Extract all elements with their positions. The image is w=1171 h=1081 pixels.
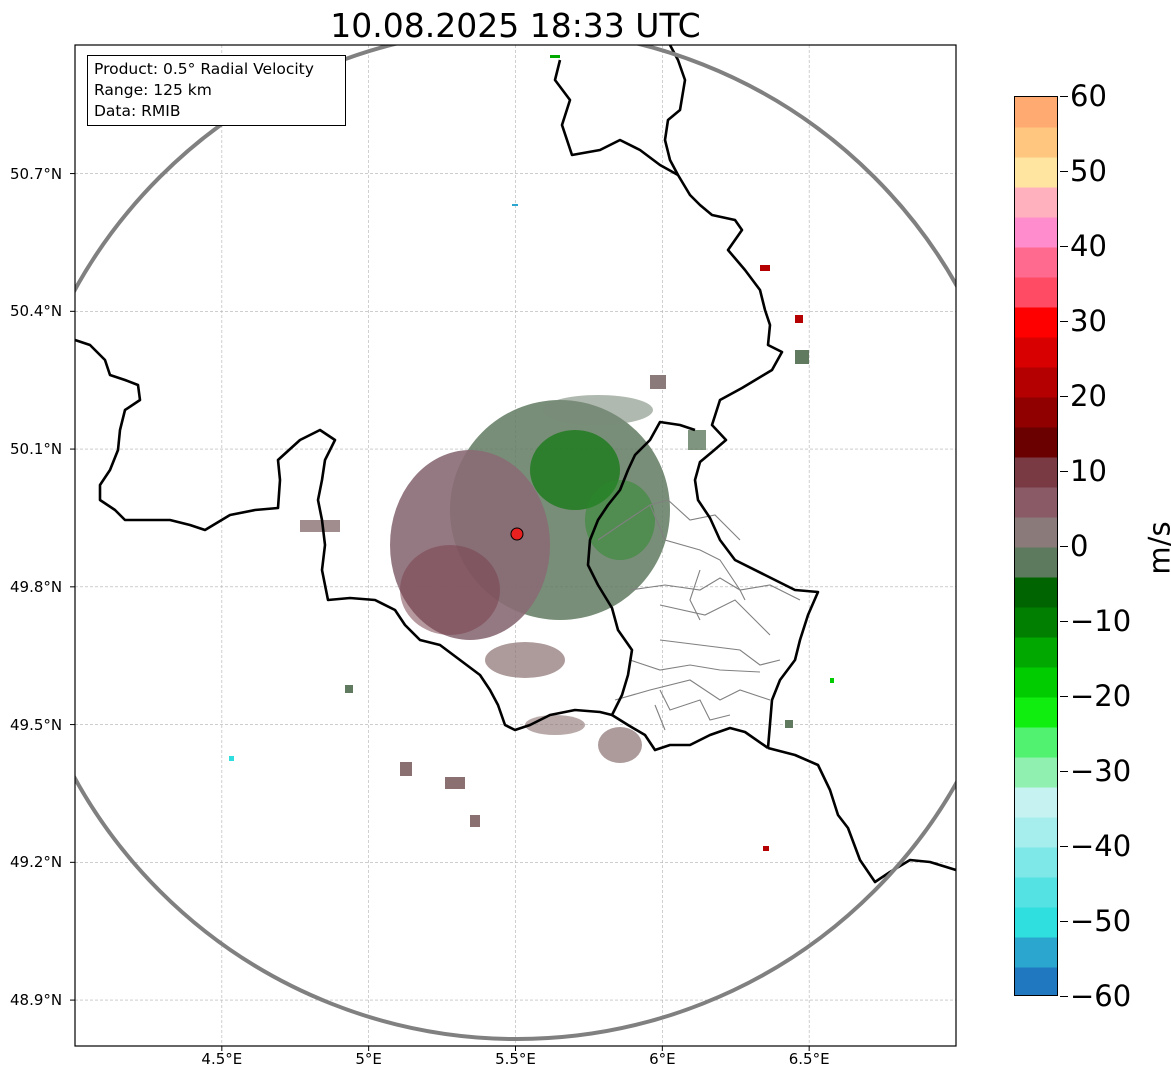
colorbar-band bbox=[1015, 877, 1057, 908]
colorbar-tick-label: −10 bbox=[1070, 604, 1132, 638]
colorbar-band bbox=[1015, 907, 1057, 938]
info-product: Product: 0.5° Radial Velocity bbox=[94, 60, 314, 78]
colorbar-band bbox=[1015, 367, 1057, 398]
lat-tick-label: 49.8°N bbox=[10, 577, 63, 596]
colorbar-tick bbox=[1060, 396, 1068, 397]
colorbar-band bbox=[1015, 637, 1057, 668]
colorbar-tick bbox=[1060, 96, 1068, 97]
colorbar-band bbox=[1015, 187, 1057, 218]
colorbar-unit: m/s bbox=[1142, 521, 1171, 575]
colorbar-band bbox=[1015, 817, 1057, 848]
lon-tick-label: 4.5°E bbox=[201, 1050, 243, 1068]
page-title: 10.08.2025 18:33 UTC bbox=[330, 6, 701, 45]
lat-tick-label: 50.1°N bbox=[10, 440, 63, 459]
colorbar-tick-label: 40 bbox=[1070, 229, 1107, 263]
colorbar-tick bbox=[1060, 996, 1068, 997]
colorbar-tick bbox=[1060, 771, 1068, 772]
colorbar-tick-label: −60 bbox=[1070, 979, 1132, 1013]
country-borders bbox=[75, 45, 956, 884]
colorbar-band bbox=[1015, 97, 1057, 128]
colorbar-tick-label: 60 bbox=[1070, 79, 1107, 113]
radar-echoes bbox=[229, 55, 834, 851]
colorbar-tick-label: −30 bbox=[1070, 754, 1132, 788]
colorbar-band bbox=[1015, 127, 1057, 158]
lon-tick-label: 5°E bbox=[355, 1050, 382, 1068]
lat-tick-label: 50.7°N bbox=[10, 164, 63, 183]
info-range: Range: 125 km bbox=[94, 81, 212, 99]
colorbar-band bbox=[1015, 667, 1057, 698]
colorbar-band bbox=[1015, 727, 1057, 758]
region-borders bbox=[597, 499, 801, 731]
colorbar-band bbox=[1015, 607, 1057, 638]
colorbar-tick-label: 20 bbox=[1070, 379, 1107, 413]
colorbar-tick bbox=[1060, 921, 1068, 922]
colorbar-band bbox=[1015, 847, 1057, 878]
colorbar-band bbox=[1015, 397, 1057, 428]
colorbar-band bbox=[1015, 517, 1057, 548]
range-ring bbox=[75, 45, 956, 1041]
colorbar-band bbox=[1015, 217, 1057, 248]
colorbar-band bbox=[1015, 157, 1057, 188]
colorbar-tick-label: 30 bbox=[1070, 304, 1107, 338]
colorbar-tick-label: −20 bbox=[1070, 679, 1132, 713]
info-source: Data: RMIB bbox=[94, 102, 181, 120]
colorbar-band bbox=[1015, 277, 1057, 308]
colorbar-tick bbox=[1060, 846, 1068, 847]
colorbar-tick-label: 0 bbox=[1070, 529, 1089, 563]
colorbar-tick bbox=[1060, 546, 1068, 547]
radar-site-marker bbox=[510, 527, 524, 541]
colorbar-band bbox=[1015, 757, 1057, 788]
lon-tick-label: 5.5°E bbox=[495, 1050, 536, 1068]
colorbar-band bbox=[1015, 487, 1057, 518]
colorbar-band bbox=[1015, 427, 1057, 458]
colorbar-band bbox=[1015, 937, 1057, 968]
colorbar-tick-label: 50 bbox=[1070, 154, 1107, 188]
lon-tick-label: 6°E bbox=[649, 1050, 676, 1068]
colorbar-band bbox=[1015, 697, 1057, 728]
colorbar-tick-label: −40 bbox=[1070, 829, 1132, 863]
colorbar-tick-label: −50 bbox=[1070, 904, 1132, 938]
colorbar-tick bbox=[1060, 471, 1068, 472]
lat-tick-label: 50.4°N bbox=[10, 302, 63, 321]
lat-tick-label: 49.5°N bbox=[10, 715, 63, 734]
lon-tick-label: 6.5°E bbox=[788, 1050, 830, 1068]
colorbar-band bbox=[1015, 337, 1057, 368]
colorbar-band bbox=[1015, 457, 1057, 488]
lat-tick-label: 48.9°N bbox=[10, 991, 63, 1010]
colorbar-tick bbox=[1060, 696, 1068, 697]
colorbar-tick bbox=[1060, 246, 1068, 247]
colorbar-band bbox=[1015, 547, 1057, 578]
colorbar-band bbox=[1015, 967, 1057, 995]
colorbar-band bbox=[1015, 307, 1057, 338]
info-box: Product: 0.5° Radial Velocity Range: 125… bbox=[87, 55, 346, 126]
colorbar-tick-label: 10 bbox=[1070, 454, 1107, 488]
colorbar-tick bbox=[1060, 321, 1068, 322]
colorbar-band bbox=[1015, 247, 1057, 278]
colorbar-band bbox=[1015, 577, 1057, 608]
colorbar-band bbox=[1015, 787, 1057, 818]
lat-tick-label: 49.2°N bbox=[10, 853, 63, 872]
colorbar-tick bbox=[1060, 621, 1068, 622]
colorbar bbox=[1014, 96, 1058, 996]
colorbar-tick bbox=[1060, 171, 1068, 172]
axis-ticks bbox=[70, 173, 810, 1051]
